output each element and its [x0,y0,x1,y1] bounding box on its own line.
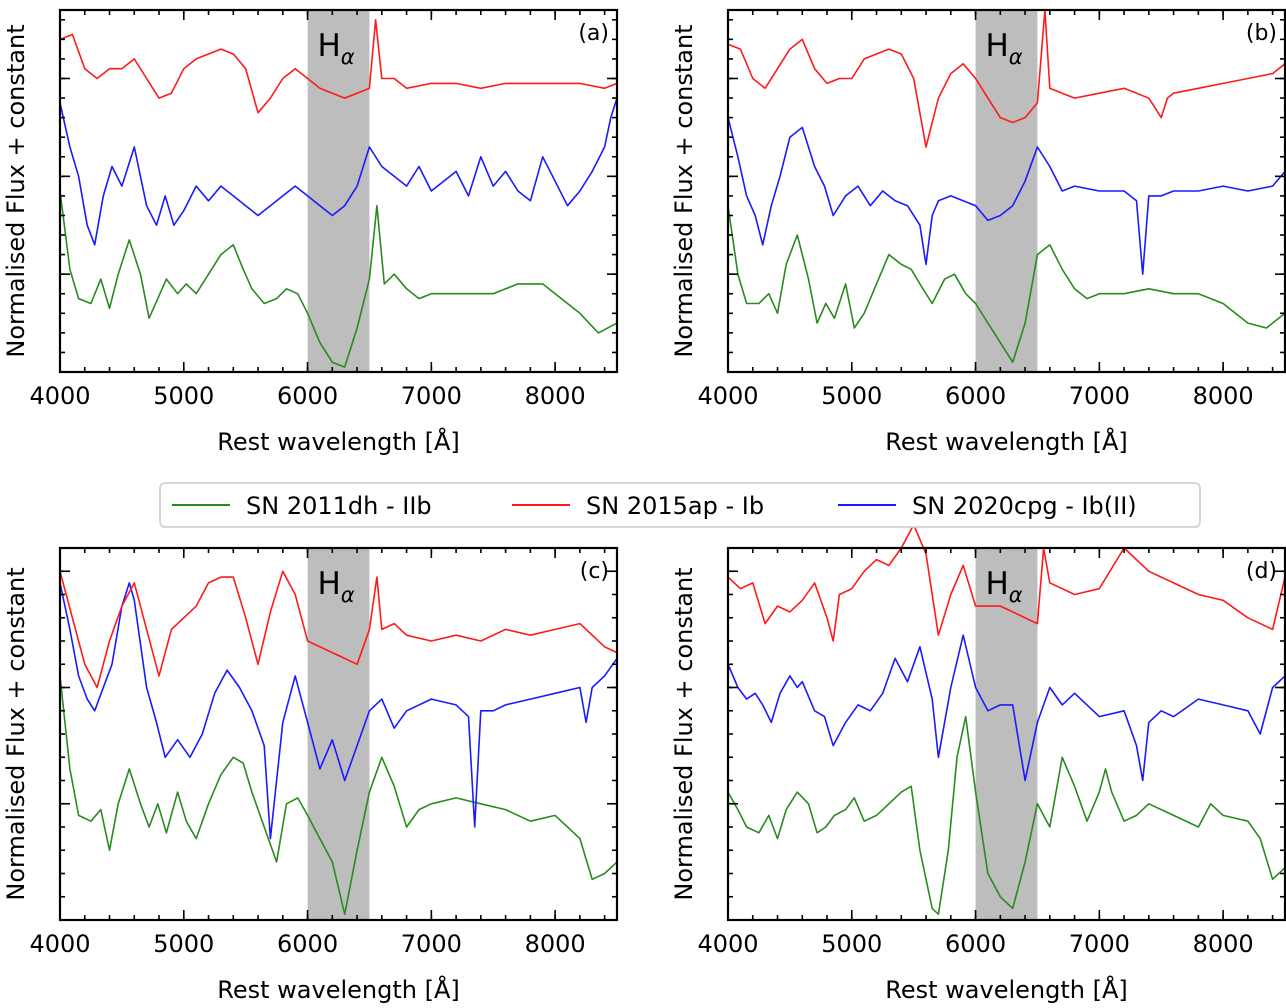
x-tick-label: 8000 [525,382,586,410]
x-tick-label: 7000 [1069,930,1130,958]
panel-label: (c) [580,559,609,584]
y-axis-label: Normalised Flux + constant [670,24,698,357]
legend-label: SN 2015ap - Ib [586,492,764,520]
y-axis-label: Normalised Flux + constant [2,24,30,357]
x-tick-label: 8000 [1193,930,1254,958]
spectrum-line [727,9,1286,148]
plot-frame [58,8,619,374]
x-axis-label: Rest wavelength [Å] [217,975,459,1004]
panel-label: (d) [1246,559,1277,584]
x-tick-label: 8000 [1193,382,1254,410]
x-tick-label: 4000 [29,382,90,410]
spectrum-line [727,634,1286,782]
spectrum-line [727,205,1286,364]
x-tick-label: 4000 [29,930,90,958]
x-tick-label: 7000 [401,382,462,410]
legend: SN 2011dh - IIb SN 2015ap - Ib SN 2020cpg … [159,482,1201,528]
spectrum-line [59,190,618,368]
y-axis-label: Normalised Flux + constant [670,567,698,900]
spectrum-line [59,570,618,689]
y-axis-label: Normalised Flux + constant [2,567,30,900]
x-tick-label: 7000 [401,930,462,958]
legend-box [159,482,1201,528]
x-axis-label: Rest wavelength [Å] [217,427,459,456]
x-tick-label: 5000 [821,930,882,958]
spectrum-line [59,582,618,840]
x-tick-label: 6000 [945,930,1006,958]
spectrum-line [727,715,1286,916]
x-tick-label: 4000 [697,930,758,958]
x-tick-label: 4000 [697,382,758,410]
x-tick-label: 8000 [525,930,586,958]
spectrum-line [727,117,1286,276]
spectrum-line [59,97,618,246]
x-tick-label: 5000 [821,382,882,410]
x-tick-label: 6000 [277,382,338,410]
halpha-band [975,548,1038,920]
halpha-band [307,10,370,372]
panel-label: (a) [578,21,609,46]
x-axis-label: Rest wavelength [Å] [885,427,1127,456]
spectrum-line [59,18,618,114]
plot-frame [726,8,1286,374]
x-tick-label: 5000 [153,382,214,410]
panel-label: (b) [1246,21,1277,46]
legend-label: SN 2020cpg - Ib(II) [912,492,1137,520]
halpha-band [307,548,370,920]
x-axis-label: Rest wavelength [Å] [885,975,1127,1004]
x-tick-label: 6000 [277,930,338,958]
x-tick-label: 6000 [945,382,1006,410]
spectrum-line [727,523,1286,642]
x-tick-label: 5000 [153,930,214,958]
x-tick-label: 7000 [1069,382,1130,410]
legend-label: SN 2011dh - IIb [246,492,432,520]
